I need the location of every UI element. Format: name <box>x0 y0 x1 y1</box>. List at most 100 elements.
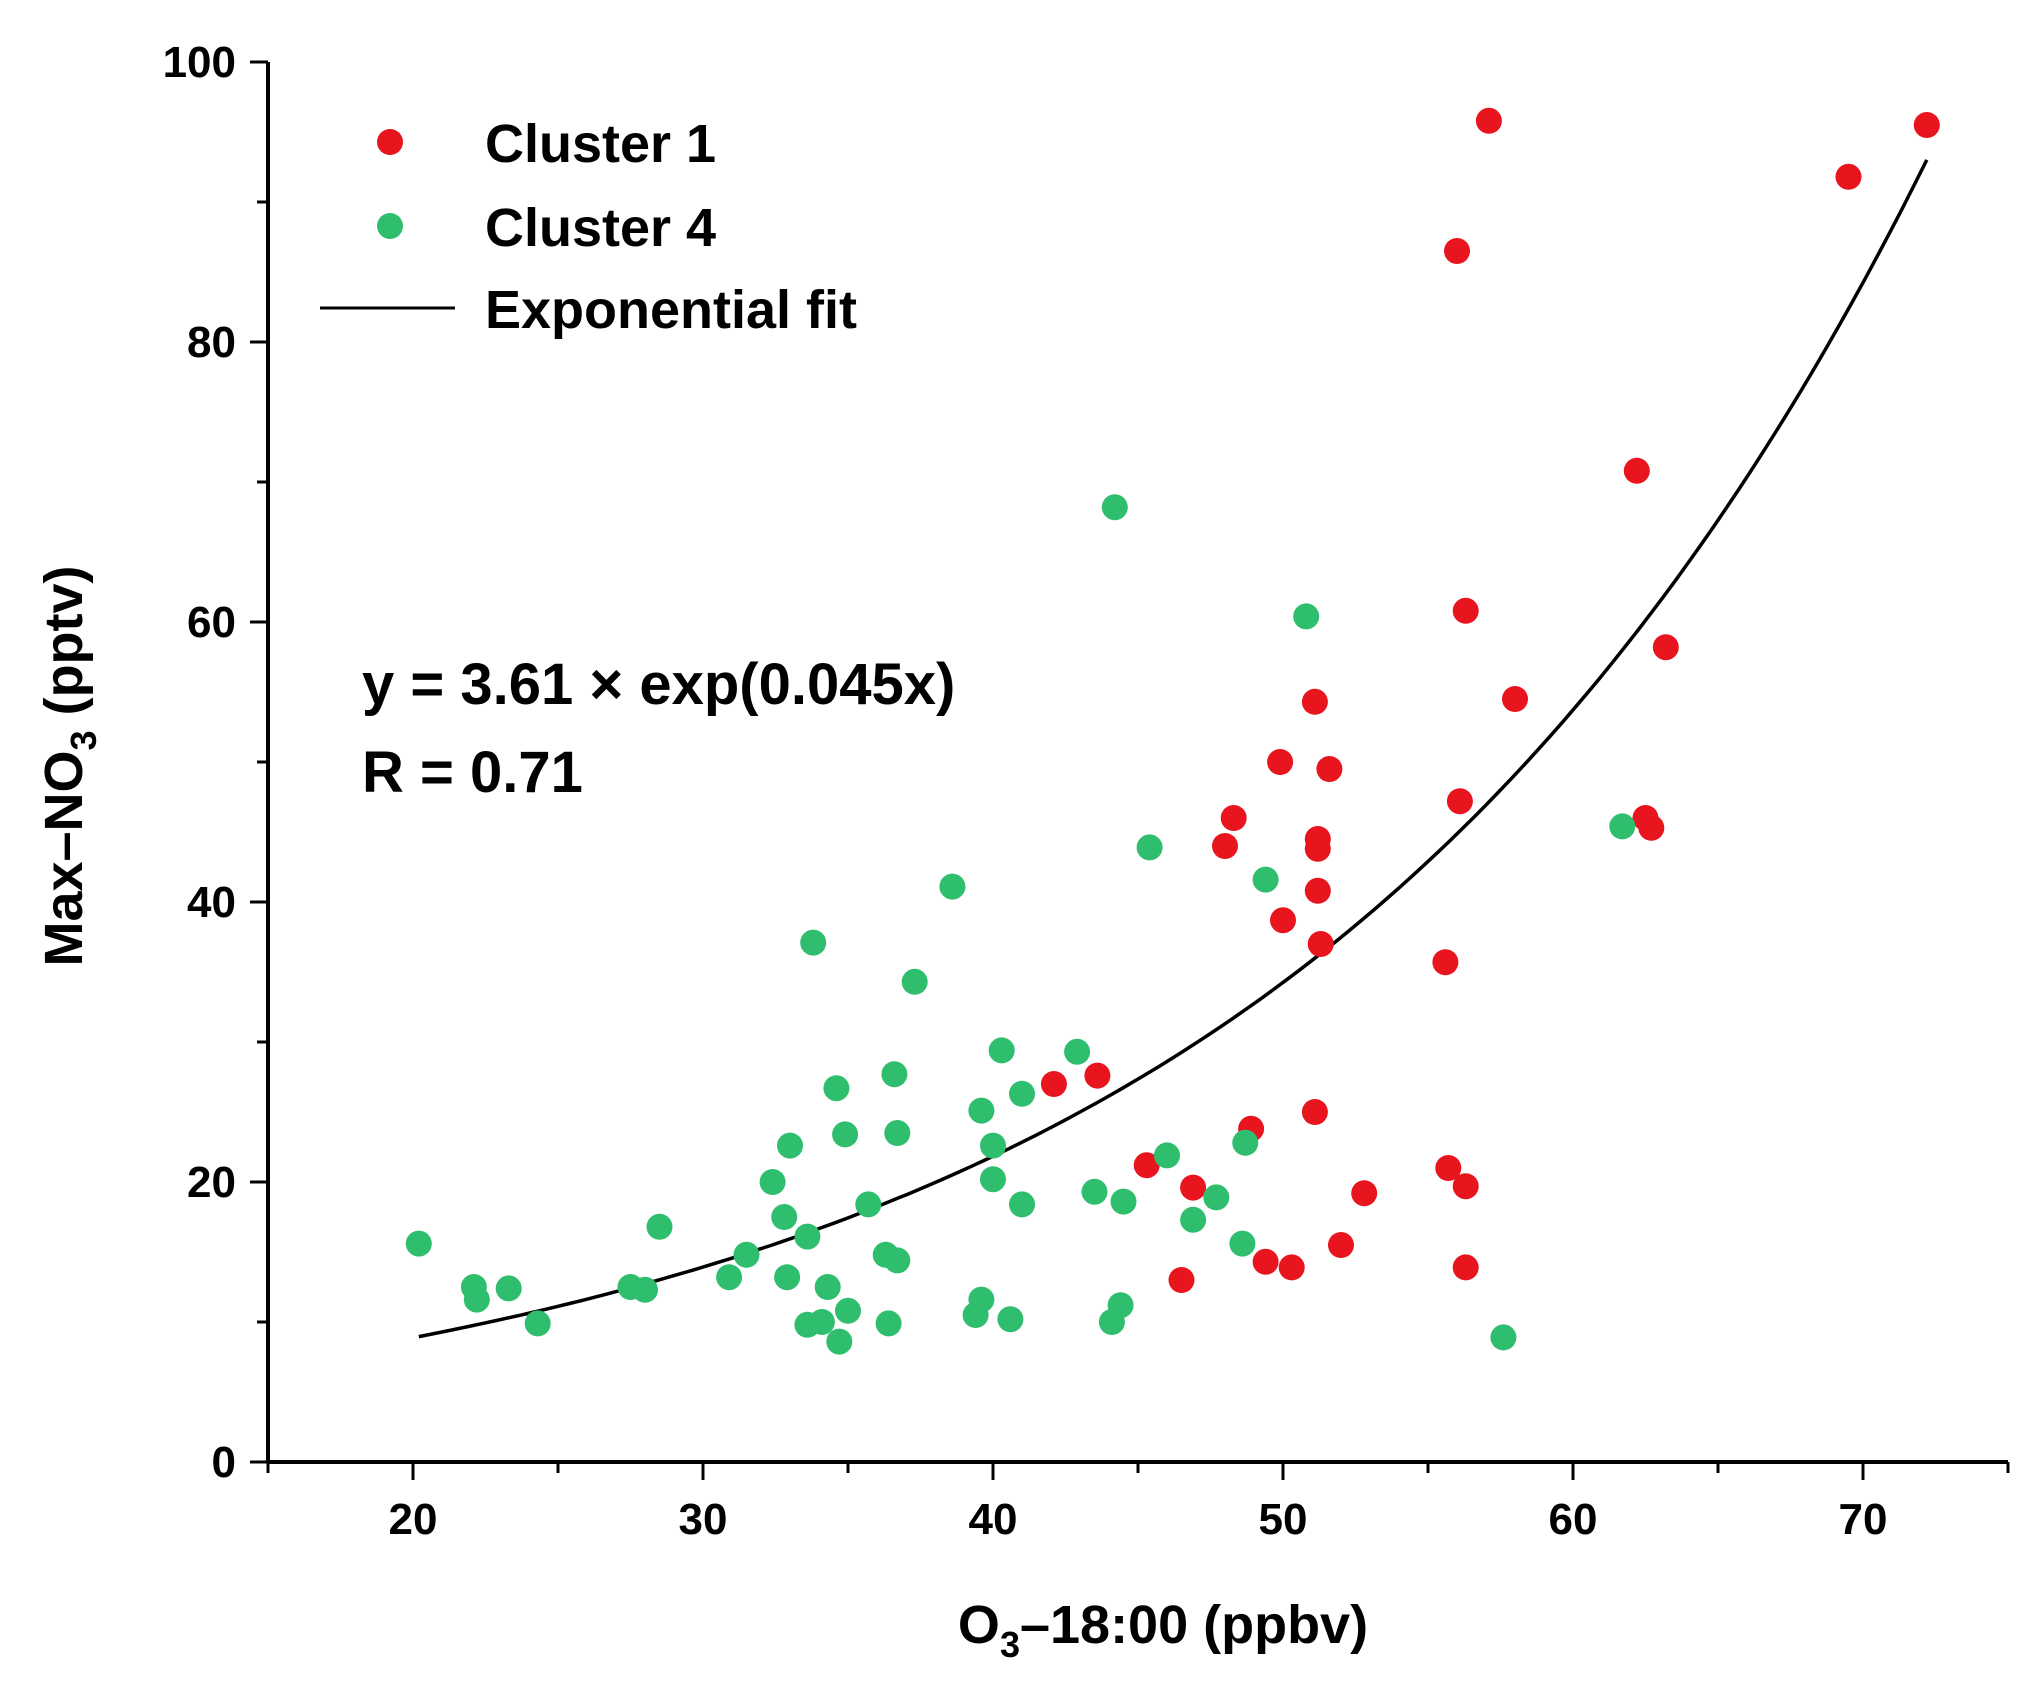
point-cluster-1 <box>1267 749 1294 775</box>
point-cluster-4 <box>980 1166 1006 1193</box>
point-cluster-4 <box>823 1075 850 1102</box>
point-cluster-1 <box>1304 877 1331 904</box>
points-layer <box>405 107 1940 1355</box>
point-cluster-4 <box>884 1247 911 1274</box>
y-axis-label: Max–NO3 (pptv) <box>34 565 104 966</box>
x-tick-label: 60 <box>1549 1495 1598 1544</box>
y-tick-label: 80 <box>187 318 236 367</box>
y-tick-label: 20 <box>187 1158 236 1207</box>
point-cluster-4 <box>1064 1038 1091 1065</box>
y-tick-label: 0 <box>212 1438 236 1487</box>
fit-r-value: R = 0.71 <box>362 740 583 805</box>
point-cluster-4 <box>632 1276 658 1303</box>
point-cluster-1 <box>1452 1254 1479 1281</box>
legend-label-cluster-4: Cluster 4 <box>485 198 716 258</box>
legend-label-cluster-1: Cluster 1 <box>485 114 716 174</box>
point-cluster-4 <box>939 873 966 900</box>
y-tick-label: 40 <box>187 878 236 927</box>
legend-marker-cluster-1 <box>377 129 403 155</box>
x-tick-label: 70 <box>1839 1495 1888 1544</box>
point-cluster-4 <box>814 1274 841 1300</box>
point-cluster-1 <box>1316 756 1343 782</box>
point-cluster-1 <box>1307 931 1334 957</box>
point-cluster-4 <box>835 1297 861 1324</box>
point-cluster-4 <box>808 1309 835 1335</box>
axes-layer: 20 30 40 50 60 70 0 20 40 60 80 100 <box>163 38 2010 1544</box>
point-cluster-1 <box>1168 1267 1195 1293</box>
point-cluster-4 <box>1154 1142 1180 1169</box>
point-cluster-4 <box>1098 1309 1125 1335</box>
fit-equation: y = 3.61 × exp(0.045x) <box>362 652 955 717</box>
point-cluster-4 <box>771 1204 798 1230</box>
point-cluster-1 <box>1304 835 1331 862</box>
point-cluster-4 <box>832 1121 859 1148</box>
x-tick-label: 20 <box>389 1495 438 1544</box>
point-cluster-4 <box>1252 866 1279 893</box>
x-tick-label: 40 <box>969 1495 1018 1544</box>
point-cluster-4 <box>463 1286 490 1313</box>
point-cluster-1 <box>1301 1099 1328 1125</box>
point-cluster-4 <box>1136 834 1163 861</box>
point-cluster-1 <box>1435 1155 1462 1181</box>
x-tick-label: 50 <box>1259 1495 1308 1544</box>
point-cluster-4 <box>884 1120 911 1146</box>
x-axis-label: O3–18:00 (ppbv) <box>958 1595 1368 1665</box>
point-cluster-1 <box>1328 1232 1354 1258</box>
point-cluster-1 <box>1652 634 1679 661</box>
point-cluster-1 <box>1835 163 1862 190</box>
point-cluster-4 <box>777 1132 803 1159</box>
point-cluster-1 <box>1351 1180 1378 1207</box>
point-cluster-4 <box>794 1223 821 1250</box>
point-cluster-1 <box>1475 107 1502 134</box>
point-cluster-4 <box>1101 494 1128 521</box>
legend-label-fit: Exponential fit <box>485 280 857 340</box>
point-cluster-4 <box>997 1306 1024 1333</box>
point-cluster-1 <box>1638 814 1665 841</box>
point-cluster-1 <box>1301 688 1328 715</box>
point-cluster-1 <box>1270 907 1296 934</box>
point-cluster-4 <box>733 1241 760 1268</box>
point-cluster-4 <box>988 1037 1015 1064</box>
point-cluster-4 <box>980 1132 1006 1159</box>
point-cluster-4 <box>826 1328 853 1355</box>
point-cluster-4 <box>881 1061 908 1088</box>
annotation: y = 3.61 × exp(0.045x) R = 0.71 <box>362 652 955 805</box>
point-cluster-4 <box>1203 1184 1230 1211</box>
point-cluster-4 <box>1081 1178 1108 1205</box>
point-cluster-4 <box>646 1213 673 1240</box>
point-cluster-1 <box>1252 1248 1279 1275</box>
point-cluster-1 <box>1623 457 1650 484</box>
point-cluster-4 <box>1110 1188 1137 1215</box>
y-tick-label: 100 <box>163 38 236 87</box>
point-cluster-4 <box>1609 813 1636 840</box>
legend: Cluster 1 Cluster 4 Exponential fit <box>320 114 857 340</box>
point-cluster-4 <box>968 1097 995 1124</box>
point-cluster-4 <box>1490 1324 1517 1351</box>
point-cluster-1 <box>1278 1254 1305 1281</box>
point-cluster-4 <box>774 1264 801 1291</box>
point-cluster-4 <box>1293 603 1320 630</box>
point-cluster-4 <box>495 1275 522 1302</box>
point-cluster-4 <box>875 1310 902 1337</box>
point-cluster-1 <box>1040 1071 1067 1097</box>
point-cluster-4 <box>716 1264 743 1291</box>
point-cluster-4 <box>800 929 827 956</box>
point-cluster-4 <box>1009 1080 1035 1107</box>
point-cluster-1 <box>1084 1062 1111 1089</box>
point-cluster-4 <box>1180 1206 1207 1233</box>
point-cluster-1 <box>1452 1173 1479 1200</box>
point-cluster-4 <box>855 1191 882 1218</box>
point-cluster-1 <box>1452 597 1479 624</box>
point-cluster-4 <box>962 1302 989 1328</box>
point-cluster-4 <box>1232 1129 1259 1156</box>
point-cluster-4 <box>759 1169 786 1195</box>
point-cluster-1 <box>1444 238 1470 264</box>
fit-curve <box>418 159 1929 1339</box>
x-tick-label: 30 <box>679 1495 728 1544</box>
point-cluster-1 <box>1212 833 1238 859</box>
point-cluster-1 <box>1133 1152 1160 1179</box>
legend-marker-cluster-4 <box>377 213 403 239</box>
point-cluster-1 <box>1502 686 1528 712</box>
point-cluster-1 <box>1220 805 1247 831</box>
